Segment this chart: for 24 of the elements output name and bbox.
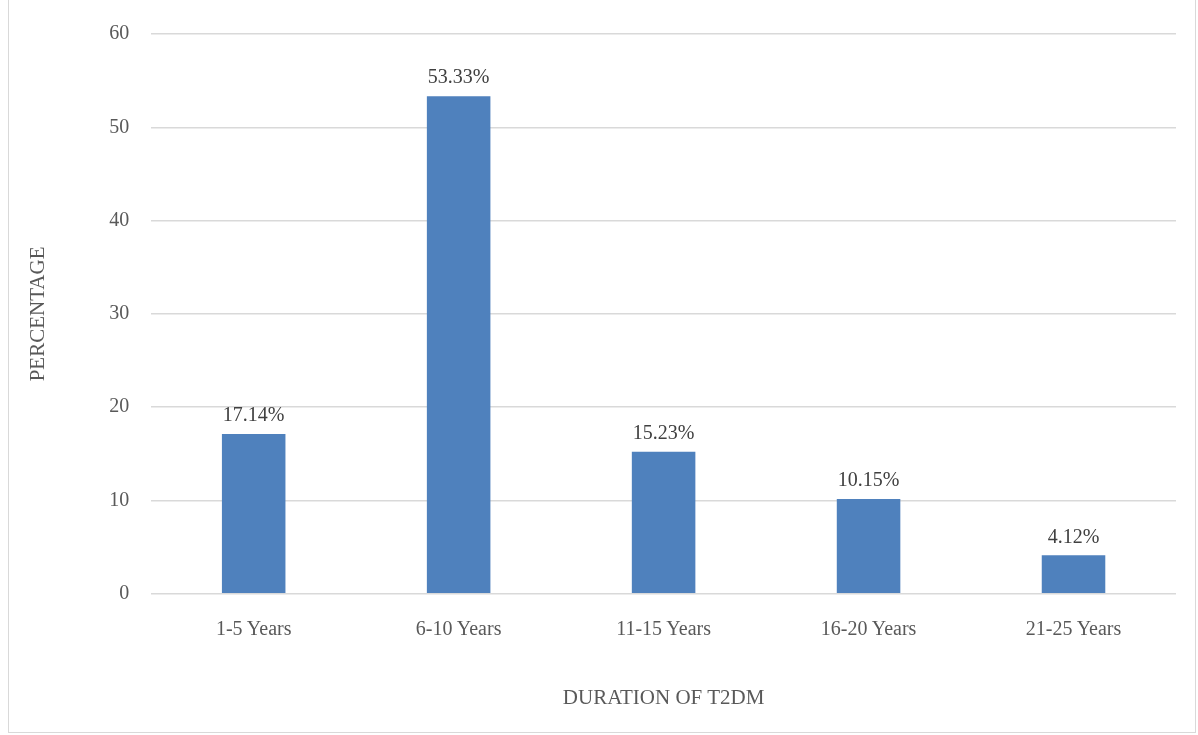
data-label: 4.12% (1047, 524, 1100, 547)
y-tick-label: 30 (109, 301, 130, 324)
x-tick-label: 6-10 Years (415, 617, 502, 640)
data-label: 10.15% (837, 468, 900, 491)
y-tick-label: 0 (119, 581, 130, 604)
y-tick-label: 20 (109, 394, 130, 417)
data-label: 15.23% (632, 420, 695, 443)
bar (221, 433, 286, 594)
data-label: 17.14% (222, 403, 285, 426)
x-tick-label: 1-5 Years (215, 617, 292, 640)
x-tick-label: 16-20 Years (820, 617, 917, 640)
y-tick-label: 10 (109, 487, 130, 510)
y-axis-title: PERCENTAGE (25, 246, 50, 382)
bar (836, 499, 901, 594)
bar (631, 451, 696, 594)
y-tick-label: 40 (109, 207, 130, 230)
x-tick-label: 11-15 Years (616, 617, 712, 640)
data-label: 53.33% (427, 65, 490, 88)
y-tick-label: 50 (109, 114, 130, 137)
x-axis-title: DURATION OF T2DM (562, 684, 765, 709)
x-tick-label: 21-25 Years (1025, 617, 1122, 640)
bar (426, 96, 491, 594)
y-tick-label: 60 (109, 21, 130, 44)
bar (1041, 555, 1106, 594)
